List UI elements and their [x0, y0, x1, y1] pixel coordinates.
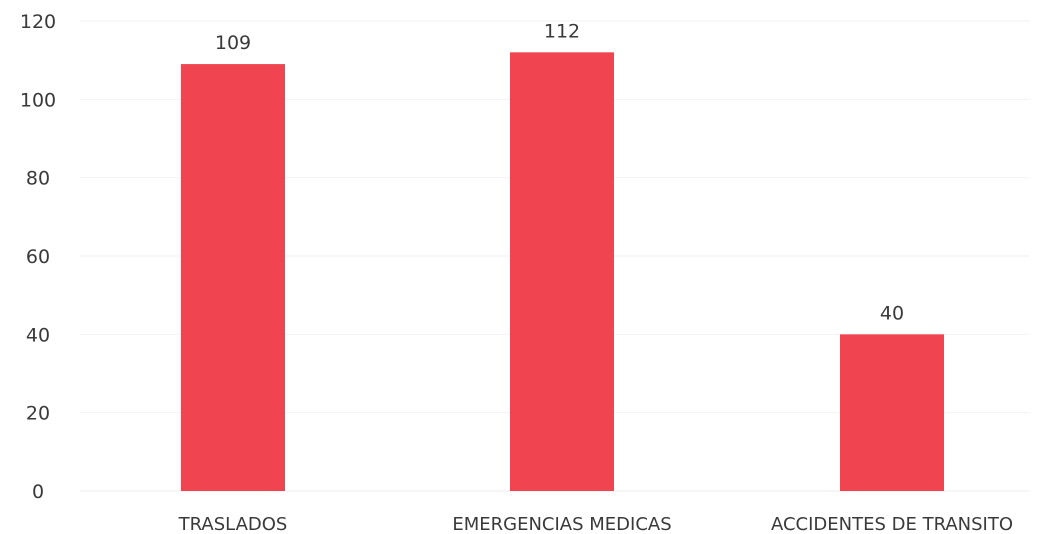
bar: [181, 64, 285, 491]
y-tick-label: 0: [32, 481, 44, 503]
data-labels: 109 112 40: [215, 20, 904, 324]
bar: [840, 334, 944, 491]
bars: [181, 52, 944, 491]
data-label: 40: [880, 302, 904, 324]
y-axis-ticks: 0 20 40 60 80 100 120: [20, 11, 56, 503]
bar: [510, 52, 614, 491]
y-tick-label: 60: [26, 246, 50, 268]
y-tick-label: 40: [26, 324, 50, 346]
y-tick-label: 100: [20, 89, 56, 111]
category-label: ACCIDENTES DE TRANSITO: [771, 514, 1013, 534]
category-label: TRASLADOS: [178, 514, 288, 534]
y-tick-label: 20: [26, 403, 50, 425]
y-tick-label: 120: [20, 11, 56, 33]
x-axis-categories: TRASLADOS EMERGENCIAS MEDICAS ACCIDENTES D…: [178, 514, 1013, 534]
data-label: 109: [215, 32, 251, 54]
data-label: 112: [544, 20, 580, 42]
category-label: EMERGENCIAS MEDICAS: [452, 514, 671, 534]
y-tick-label: 80: [26, 168, 50, 190]
